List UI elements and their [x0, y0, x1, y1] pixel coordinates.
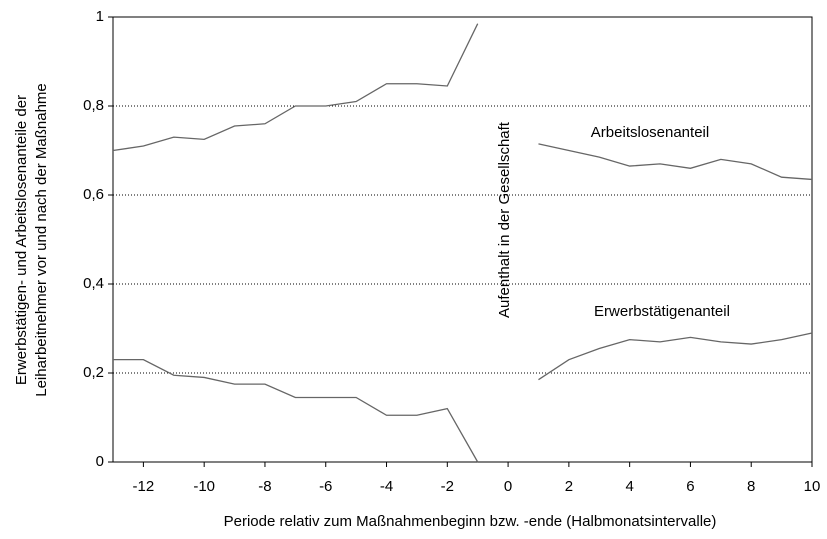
series-label: Erwerbstätigenanteil	[594, 303, 730, 320]
x-tick-label: 4	[625, 478, 633, 495]
series-line	[112, 23, 813, 181]
y-tick-label: 0,2	[83, 364, 104, 381]
x-tick-label: 2	[565, 478, 573, 495]
y-axis-label: Erwerbstätigen- und Arbeitslosenanteile …	[13, 95, 30, 385]
series-line	[113, 332, 813, 463]
y-tick-label: 0,4	[83, 275, 104, 292]
x-tick-label: 8	[747, 478, 755, 495]
x-tick-label: 0	[504, 478, 512, 495]
y-tick-label: 0,6	[83, 186, 104, 203]
annotation: Aufenthalt in der Gesellschaft	[496, 121, 513, 318]
x-tick-label: 10	[804, 478, 821, 495]
x-tick-label: -12	[133, 478, 155, 495]
y-tick-label: 0,8	[83, 97, 104, 114]
x-tick-label: 6	[686, 478, 694, 495]
x-tick-label: -8	[258, 478, 271, 495]
y-tick-label: 0	[96, 453, 104, 470]
x-tick-label: -6	[319, 478, 332, 495]
series-label: Arbeitslosenanteil	[591, 124, 709, 141]
y-axis-label: Leiharbeitnehmer vor und nach der Maßnah…	[33, 83, 50, 397]
x-tick-label: -10	[193, 478, 215, 495]
x-tick-label: -2	[441, 478, 454, 495]
x-tick-label: -4	[380, 478, 393, 495]
x-axis-label: Periode relativ zum Maßnahmenbeginn bzw.…	[224, 513, 717, 530]
y-tick-label: 1	[96, 8, 104, 25]
plot-frame	[112, 16, 813, 463]
